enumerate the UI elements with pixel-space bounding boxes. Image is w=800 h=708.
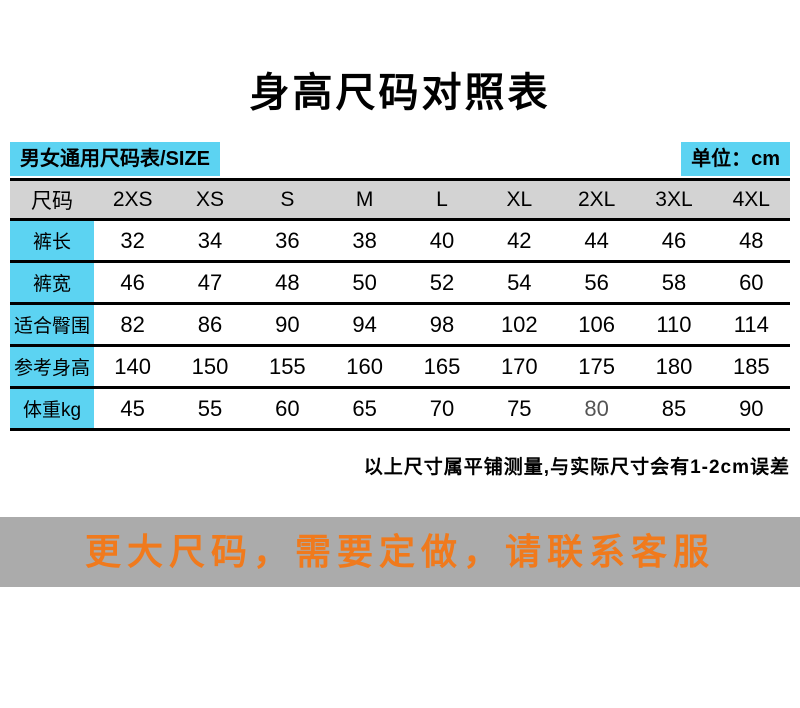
value-cell: 90 [712, 386, 790, 431]
table-row: 体重kg 45 55 60 65 70 75 80 85 90 [10, 386, 790, 431]
unit-label: 单位：cm [681, 142, 790, 176]
value-cell: 44 [557, 218, 636, 263]
value-cell: 80 [557, 386, 636, 431]
value-cell: 50 [325, 260, 404, 305]
value-cell: 94 [325, 302, 404, 347]
row-label-cell: 裤宽 [10, 260, 94, 305]
value-cell: 160 [325, 344, 404, 389]
value-cell: 46 [635, 218, 713, 263]
size-header-cell: 2XL [557, 178, 636, 221]
size-header-cell: S [248, 178, 326, 221]
value-cell: 75 [480, 386, 558, 431]
value-cell: 85 [635, 386, 713, 431]
value-cell: 106 [557, 302, 636, 347]
size-table-body: 裤长 32 34 36 38 40 42 44 46 48 裤宽 46 47 48 50 52 54 56 58 60… [10, 218, 790, 431]
row-label-cell: 体重kg [10, 386, 94, 431]
value-cell: 114 [712, 302, 790, 347]
value-cell: 58 [635, 260, 713, 305]
measurement-note: 以上尺寸属平铺测量,与实际尺寸会有1-2cm误差 [363, 457, 790, 478]
table-row: 裤长 32 34 36 38 40 42 44 46 48 [10, 218, 790, 263]
size-header-cell: XL [480, 178, 558, 221]
size-header-cell: 4XL [712, 178, 790, 221]
value-cell: 54 [480, 260, 558, 305]
value-cell: 40 [403, 218, 481, 263]
value-cell: 32 [94, 218, 172, 263]
value-cell: 56 [557, 260, 636, 305]
value-cell: 70 [403, 386, 481, 431]
value-cell: 98 [403, 302, 481, 347]
value-cell: 48 [248, 260, 326, 305]
table-row: 裤宽 46 47 48 50 52 54 56 58 60 [10, 260, 790, 305]
size-table-header-row: 尺码 2XS XS S M L XL 2XL 3XL 4XL [10, 178, 790, 221]
value-cell: 180 [635, 344, 713, 389]
value-cell: 102 [480, 302, 558, 347]
corner-header-cell: 尺码 [10, 178, 94, 221]
value-cell: 175 [557, 344, 636, 389]
value-cell: 38 [325, 218, 404, 263]
table-row: 参考身高 140 150 155 160 165 170 175 180 185 [10, 344, 790, 389]
table-title-label: 男女通用尺码表/SIZE [10, 142, 221, 176]
value-cell: 150 [171, 344, 249, 389]
page-title: 身高尺码对照表 [249, 71, 551, 115]
value-cell: 42 [480, 218, 558, 263]
row-label-cell: 参考身高 [10, 344, 94, 389]
value-cell: 65 [325, 386, 404, 431]
value-cell: 60 [248, 386, 326, 431]
value-cell: 82 [94, 302, 172, 347]
size-header-cell: 3XL [635, 178, 713, 221]
table-row: 适合臀围 82 86 90 94 98 102 106 110 114 [10, 302, 790, 347]
value-cell: 170 [480, 344, 558, 389]
size-header-cell: M [325, 178, 404, 221]
value-cell: 185 [712, 344, 790, 389]
row-label-cell: 裤长 [10, 218, 94, 263]
value-cell: 45 [94, 386, 172, 431]
value-cell: 48 [712, 218, 790, 263]
value-cell: 165 [403, 344, 481, 389]
size-table: 尺码 2XS XS S M L XL 2XL 3XL 4XL 裤长 32 34 36 38 40 42 44 46… [10, 178, 790, 431]
table-caption-strips: 男女通用尺码表/SIZE 单位：cm [10, 142, 790, 176]
value-cell: 47 [171, 260, 249, 305]
size-header-cell: L [403, 178, 481, 221]
value-cell: 34 [171, 218, 249, 263]
value-cell: 110 [635, 302, 713, 347]
value-cell: 55 [171, 386, 249, 431]
value-cell: 86 [171, 302, 249, 347]
value-cell: 90 [248, 302, 326, 347]
value-cell: 36 [248, 218, 326, 263]
size-header-cell: 2XS [94, 178, 172, 221]
row-label-cell: 适合臀围 [10, 302, 94, 347]
value-cell: 46 [94, 260, 172, 305]
custom-size-banner: 更大尺码，需要定做，请联系客服 [0, 517, 800, 587]
value-cell: 155 [248, 344, 326, 389]
value-cell: 140 [94, 344, 172, 389]
value-cell: 60 [712, 260, 790, 305]
value-cell: 52 [403, 260, 481, 305]
size-header-cell: XS [171, 178, 249, 221]
custom-size-banner-text: 更大尺码，需要定做，请联系客服 [84, 531, 715, 572]
